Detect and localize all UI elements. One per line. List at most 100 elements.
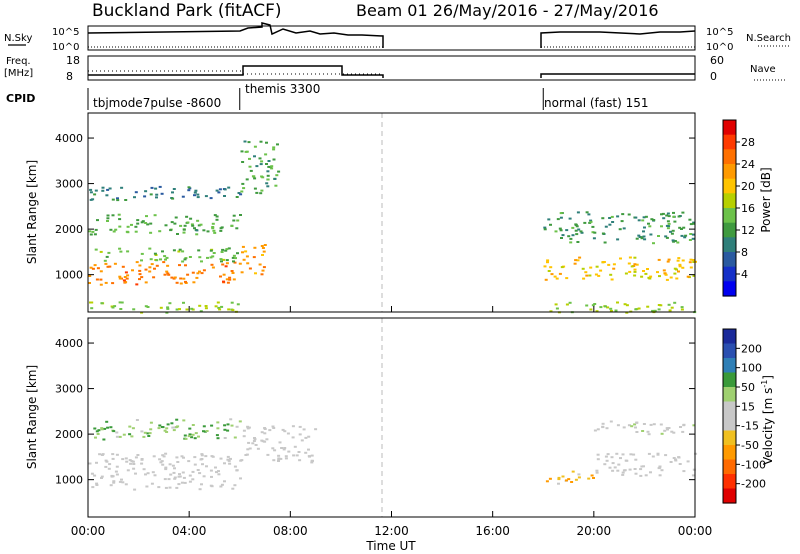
colorbar-swatch (723, 401, 736, 417)
scatter-cell (255, 191, 259, 194)
scatter-cell (188, 256, 192, 258)
scatter-band-6 (593, 420, 696, 436)
scatter-cell (557, 476, 561, 479)
scatter-band-7 (240, 140, 281, 195)
scatter-cell (642, 216, 646, 219)
scatter-cell (227, 186, 231, 189)
scatter-cell (569, 237, 573, 240)
scatter-cell (249, 169, 253, 172)
scatter-cell (231, 256, 235, 259)
scatter-cell (666, 227, 670, 230)
scatter-cell (680, 228, 683, 230)
scatter-cell (209, 249, 213, 252)
scatter-cell (568, 217, 572, 220)
scatter-cell (625, 311, 629, 314)
nsky-trace-2 (540, 30, 696, 48)
scatter-cell (666, 220, 670, 223)
scatter-cell (597, 274, 601, 277)
scatter-cell (283, 430, 287, 433)
scatter-cell (618, 228, 622, 231)
scatter-cell (200, 454, 204, 457)
scatter-cell (630, 265, 634, 268)
scatter-cell (675, 277, 679, 280)
freq-trace-2 (540, 73, 695, 78)
scatter-cell (643, 226, 646, 229)
scatter-cell (277, 458, 281, 461)
scatter-cell (304, 436, 308, 439)
scatter-cell (112, 481, 116, 484)
scatter-cell (200, 272, 204, 275)
scatter-cell (134, 472, 137, 475)
scatter-cell (308, 455, 311, 458)
scatter-cell (177, 483, 181, 486)
scatter-cell (121, 265, 125, 268)
scatter-cell (304, 451, 308, 454)
colorbar-swatch (723, 222, 736, 238)
scatter-cell (219, 275, 222, 278)
nsearch-label: N.Search (746, 33, 791, 44)
scatter-cell (667, 222, 671, 225)
scatter-cell (244, 250, 248, 253)
scatter-cell (567, 235, 571, 238)
scatter-cell (187, 189, 191, 192)
scatter-cell (94, 228, 98, 231)
scatter-cell (611, 462, 615, 465)
scatter-cell (576, 241, 580, 243)
scatter-cell (134, 191, 138, 194)
scatter-cell (222, 273, 226, 276)
scatter-cell (659, 423, 663, 426)
scatter-cell (252, 256, 256, 259)
scatter-cell (124, 271, 128, 274)
scatter-cell (120, 301, 124, 304)
y-tick-label: 4000 (55, 337, 83, 350)
scatter-cell (226, 458, 230, 461)
scatter-cell (166, 306, 170, 309)
scatter-cell (616, 424, 620, 427)
y-tick-label: 1000 (55, 474, 83, 487)
scatter-cell (580, 231, 584, 234)
scatter-cell (666, 260, 670, 263)
scatter-cell (657, 258, 661, 261)
scatter-cell (184, 437, 188, 440)
scatter-cell (130, 435, 134, 438)
scatter-cell (191, 470, 195, 473)
scatter-cell (574, 224, 578, 226)
scatter-cell (665, 236, 669, 239)
scatter-cell (263, 428, 267, 430)
scatter-cell (144, 222, 148, 224)
scatter-cell (680, 234, 684, 237)
scatter-cell (163, 429, 167, 432)
scatter-cell (148, 270, 152, 273)
scatter-cell (206, 230, 210, 233)
scatter-cell (670, 232, 674, 235)
scatter-cell (126, 231, 130, 234)
colorbar-tick-label: -15 (741, 420, 759, 433)
scatter-cell (226, 429, 230, 432)
scatter-band-4 (545, 470, 595, 485)
scatter-cell (109, 484, 113, 487)
scatter-cell (609, 309, 613, 312)
scatter-cell (235, 227, 239, 230)
scatter-cell (182, 228, 186, 231)
scatter-cell (173, 476, 177, 479)
scatter-cell (647, 452, 651, 455)
scatter-cell (109, 228, 113, 231)
scatter-cell (146, 432, 150, 435)
scatter-cell (123, 276, 127, 278)
scatter-cell (673, 272, 677, 275)
scatter-cell (664, 235, 668, 238)
noise-tick-right-top: 10^5 (706, 27, 733, 38)
scatter-cell (131, 427, 135, 430)
scatter-cell (310, 454, 314, 457)
scatter-cell (229, 457, 232, 460)
nave-label: Nave (750, 64, 776, 75)
scatter-cell (591, 304, 595, 307)
scatter-cell (223, 188, 227, 191)
scatter-cell (266, 453, 270, 456)
scatter-band-2 (94, 247, 239, 263)
scatter-cell (272, 427, 276, 429)
scatter-cell (213, 231, 217, 234)
scatter-cell (115, 431, 119, 434)
scatter-cell (595, 265, 599, 268)
scatter-cell (589, 266, 593, 269)
